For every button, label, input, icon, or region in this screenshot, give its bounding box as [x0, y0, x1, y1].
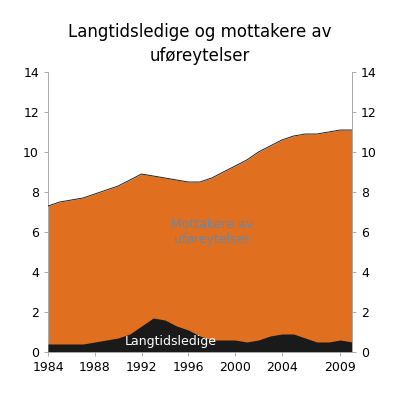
Text: Mottakere av: Mottakere av: [171, 218, 253, 230]
Title: Langtidsledige og mottakere av
uføreytelser: Langtidsledige og mottakere av uføreytel…: [68, 23, 332, 65]
Text: uføreytelser: uføreytelser: [174, 234, 250, 246]
Text: Langtidsledige: Langtidsledige: [125, 334, 217, 348]
